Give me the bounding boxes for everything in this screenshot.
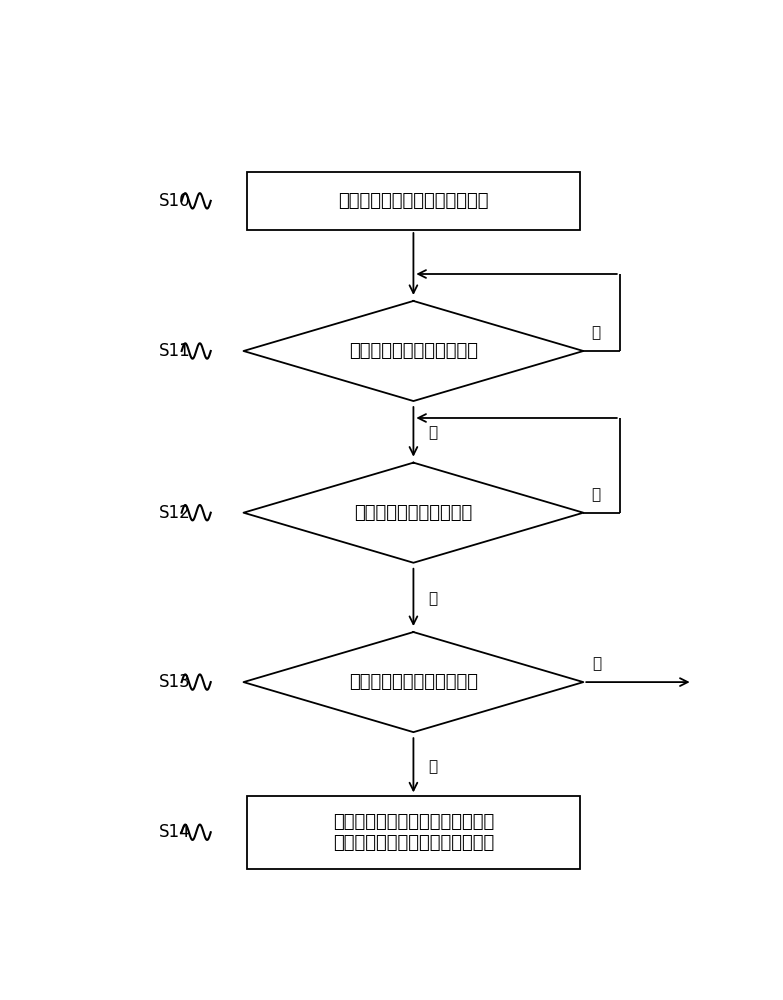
Text: S13: S13 xyxy=(158,673,190,691)
Text: 射频电源的频率是否稳定: 射频电源的频率是否稳定 xyxy=(354,504,473,522)
Text: S14: S14 xyxy=(158,823,190,841)
Text: 否: 否 xyxy=(591,487,600,502)
Text: 否: 否 xyxy=(591,325,600,340)
Text: S11: S11 xyxy=(158,342,190,360)
Text: 是: 是 xyxy=(428,591,438,606)
Text: S10: S10 xyxy=(158,192,190,210)
Text: S12: S12 xyxy=(158,504,190,522)
Bar xyxy=(247,172,580,230)
Text: 反射功率是否大于第二阈值: 反射功率是否大于第二阈值 xyxy=(349,673,478,691)
Text: 根据同轴电缆上对地电压与电流，
得出一调节步长来调节可调阻抗值: 根据同轴电缆上对地电压与电流， 得出一调节步长来调节可调阻抗值 xyxy=(333,813,494,852)
Text: 设定可调阻抗元件的初始阻抗值: 设定可调阻抗元件的初始阻抗值 xyxy=(338,192,489,210)
Text: 是: 是 xyxy=(428,425,438,440)
Text: 否: 否 xyxy=(593,656,601,671)
Text: 反射功率是否大于第一阈值: 反射功率是否大于第一阈值 xyxy=(349,342,478,360)
Text: 是: 是 xyxy=(428,759,438,774)
Bar xyxy=(247,796,580,869)
